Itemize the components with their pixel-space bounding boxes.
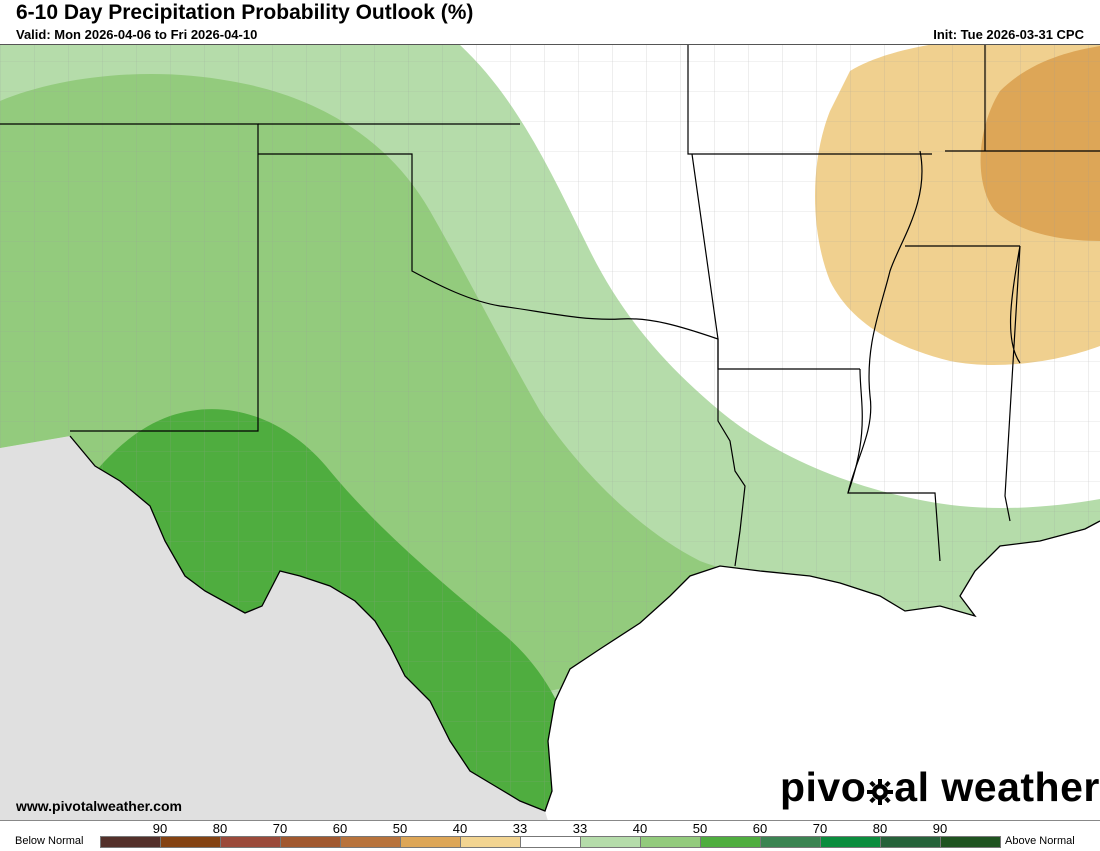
legend-swatch bbox=[340, 836, 401, 848]
legend-swatch bbox=[760, 836, 821, 848]
legend-swatch bbox=[820, 836, 881, 848]
legend-tick-label: 90 bbox=[152, 821, 168, 836]
mexico-area bbox=[0, 436, 548, 821]
legend-swatch bbox=[220, 836, 281, 848]
legend-tick-label: 70 bbox=[812, 821, 828, 836]
gear-icon bbox=[867, 768, 894, 815]
legend-tick-label: 80 bbox=[872, 821, 888, 836]
legend-above-normal-label: Above Normal bbox=[1005, 835, 1075, 847]
brand-text-right: al weather bbox=[894, 764, 1100, 810]
color-legend: Below Normal 90 80 70 60 50 40 33 33 40 50 60 70 80 9… bbox=[0, 820, 1100, 851]
legend-tick-label: 50 bbox=[392, 821, 408, 836]
missouri-border bbox=[687, 45, 932, 155]
legend-tick-label: 90 bbox=[932, 821, 948, 836]
legend-swatch bbox=[880, 836, 941, 848]
arkansas-border bbox=[691, 153, 860, 370]
legend-tick-label: 40 bbox=[452, 821, 468, 836]
legend-swatch bbox=[100, 836, 161, 848]
legend-tick-label: 33 bbox=[572, 821, 588, 836]
legend-swatch bbox=[640, 836, 701, 848]
legend-swatch bbox=[400, 836, 461, 848]
legend-tick-label: 60 bbox=[332, 821, 348, 836]
legend-tick-label: 60 bbox=[752, 821, 768, 836]
legend-tick-label: 80 bbox=[212, 821, 228, 836]
legend-tick-label: 70 bbox=[272, 821, 288, 836]
legend-tick-label: 50 bbox=[692, 821, 708, 836]
legend-swatch bbox=[460, 836, 521, 848]
website-url: www.pivotalweather.com bbox=[16, 798, 182, 814]
legend-color-bar bbox=[100, 836, 1001, 848]
southeast-borders bbox=[905, 245, 1021, 522]
legend-tick-label: 33 bbox=[512, 821, 528, 836]
legend-swatch bbox=[700, 836, 761, 848]
legend-swatch bbox=[520, 836, 581, 848]
legend-ticks: 90 80 70 60 50 40 33 33 40 50 60 70 80 90 bbox=[100, 821, 1000, 836]
map-title: 6-10 Day Precipitation Probability Outlo… bbox=[16, 1, 474, 24]
map-panel bbox=[0, 44, 1100, 821]
legend-swatch bbox=[580, 836, 641, 848]
tennessee-kentucky-border bbox=[945, 45, 1100, 152]
legend-swatch bbox=[160, 836, 221, 848]
mississippi-river bbox=[847, 150, 923, 494]
brand-text-left: pivo bbox=[780, 764, 867, 810]
valid-period: Valid: Mon 2026-04-06 to Fri 2026-04-10 bbox=[16, 27, 258, 42]
state-boundaries bbox=[0, 45, 1100, 567]
legend-below-normal-label: Below Normal bbox=[15, 835, 84, 847]
brand-logo: pivo al weather bbox=[780, 764, 1100, 811]
new-mexico-border bbox=[0, 123, 259, 432]
coastline bbox=[69, 435, 1100, 812]
init-label: Init: Tue 2026-03-31 CPC bbox=[933, 27, 1084, 42]
oklahoma-texas-border bbox=[258, 153, 746, 567]
legend-tick-label: 40 bbox=[632, 821, 648, 836]
legend-swatch bbox=[940, 836, 1001, 848]
legend-swatch bbox=[280, 836, 341, 848]
precipitation-map bbox=[0, 45, 1100, 821]
